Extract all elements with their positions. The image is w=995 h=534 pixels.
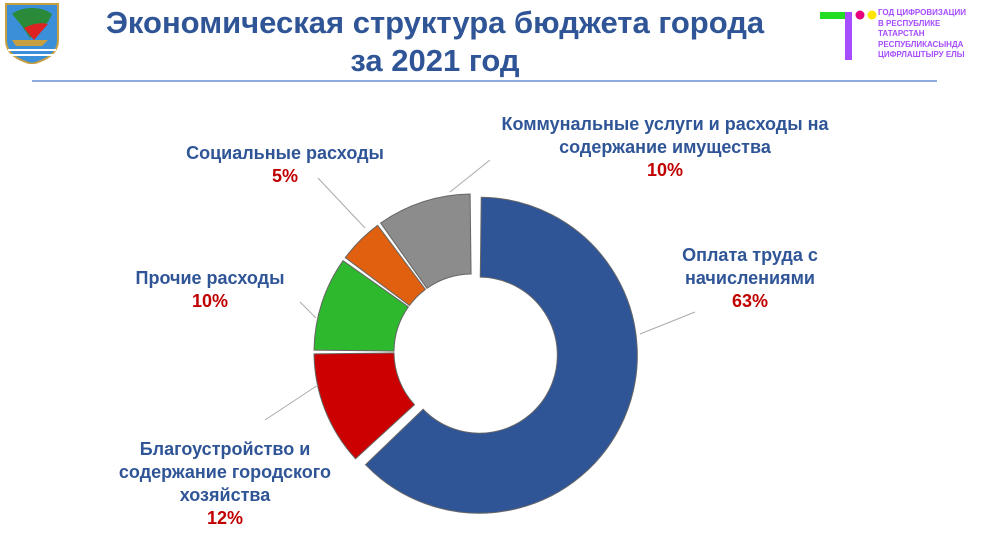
label-slice-4: Коммунальные услуги и расходы на содержа…: [485, 113, 845, 182]
label-slice-2: Прочие расходы 10%: [110, 267, 310, 313]
donut-slice: [379, 193, 472, 290]
divider: [32, 80, 937, 82]
slice-name: Коммунальные услуги и расходы на содержа…: [501, 114, 829, 157]
leader-line: [299, 301, 317, 319]
leader-line: [264, 384, 319, 421]
title-line-2: за 2021 год: [350, 43, 520, 78]
title-line-1: Экономическая структура бюджета города: [105, 5, 765, 40]
slice-name: Социальные расходы: [186, 143, 384, 163]
city-coat-of-arms-icon: [5, 3, 59, 64]
donut-slice: [313, 352, 416, 460]
logo-line: ГОД ЦИФРОВИЗАЦИИ: [878, 8, 967, 17]
logo-line: В РЕСПУБЛИКЕ: [878, 18, 941, 28]
page-title: Экономическая структура бюджета города за…: [60, 4, 810, 80]
logo-text: ГОД ЦИФРОВИЗАЦИИ В РЕСПУБЛИКЕ ТАТАРСТАН …: [878, 8, 966, 61]
label-slice-0: Оплата труда с начислениями 63%: [650, 244, 850, 313]
donut-slice: [364, 196, 638, 514]
slice-percent: 5%: [271, 166, 298, 186]
slice-percent: 10%: [646, 160, 684, 180]
donut-slice: [313, 259, 410, 352]
slice-percent: 63%: [731, 291, 769, 311]
logo-line: РЕСПУБЛИКАСЫНДА: [878, 39, 964, 49]
leader-line: [449, 159, 491, 193]
donut-slice: [344, 224, 427, 307]
leader-line: [317, 177, 366, 229]
digitalization-year-logo: [820, 10, 877, 60]
leader-line: [639, 311, 696, 335]
logo-line: ТАТАРСТАН: [878, 29, 925, 38]
slice-percent: 10%: [191, 291, 229, 311]
slice-name: Благоустройство и содержание городского …: [118, 439, 332, 505]
slice-percent: 12%: [206, 508, 244, 528]
label-slice-3: Социальные расходы 5%: [160, 142, 410, 188]
slice-name: Прочие расходы: [135, 268, 285, 288]
logo-line: ЦИФРЛАШТЫРУ ЕЛЫ: [878, 50, 965, 59]
slice-name: Оплата труда с начислениями: [682, 245, 818, 288]
label-slice-1: Благоустройство и содержание городского …: [110, 438, 340, 530]
